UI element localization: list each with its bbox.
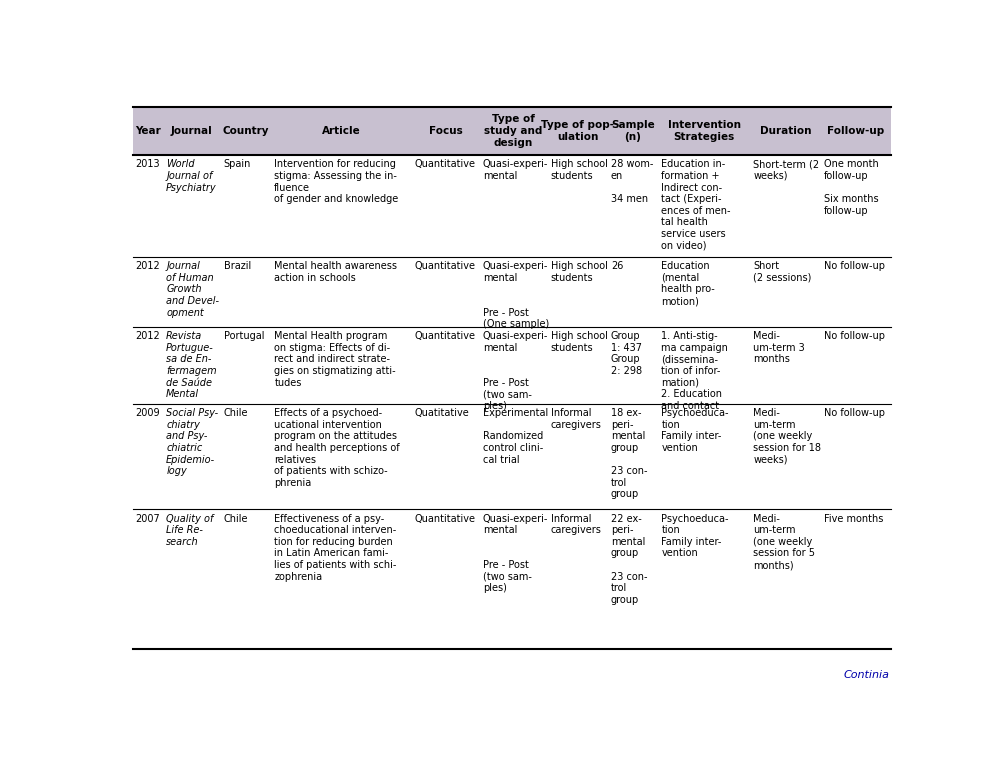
Text: Follow-up: Follow-up — [827, 126, 885, 136]
Text: 18 ex-
peri-
mental
group

23 con-
trol
group: 18 ex- peri- mental group 23 con- trol g… — [610, 408, 647, 499]
Text: Five months: Five months — [824, 514, 883, 524]
Text: 2012: 2012 — [136, 331, 160, 341]
Text: Quantitative: Quantitative — [415, 514, 476, 524]
Text: 2007: 2007 — [136, 514, 160, 524]
Text: Psychoeduca-
tion
Family inter-
vention: Psychoeduca- tion Family inter- vention — [661, 514, 729, 558]
Text: Year: Year — [135, 126, 161, 136]
Text: Country: Country — [223, 126, 270, 136]
Text: Quatitative: Quatitative — [415, 408, 470, 418]
Text: Quantitative: Quantitative — [415, 261, 476, 271]
Text: Education
(mental
health pro-
motion): Education (mental health pro- motion) — [661, 261, 715, 306]
Text: One month
follow-up

Six months
follow-up: One month follow-up Six months follow-up — [824, 159, 879, 216]
Text: 2012: 2012 — [136, 261, 160, 271]
Text: Medi-
um-term
(one weekly
session for 5
months): Medi- um-term (one weekly session for 5 … — [753, 514, 815, 570]
Text: Short
(2 sessions): Short (2 sessions) — [753, 261, 812, 283]
Text: 2009: 2009 — [136, 408, 160, 418]
Text: Continia: Continia — [844, 670, 890, 680]
Text: 22 ex-
peri-
mental
group

23 con-
trol
group: 22 ex- peri- mental group 23 con- trol g… — [610, 514, 647, 605]
Text: No follow-up: No follow-up — [824, 261, 885, 271]
Text: Experimental

Randomized
control clini-
cal trial: Experimental Randomized control clini- c… — [483, 408, 547, 464]
Text: Group
1: 437
Group
2: 298: Group 1: 437 Group 2: 298 — [610, 331, 642, 376]
Text: Informal
caregivers: Informal caregivers — [550, 514, 601, 535]
Text: Social Psy-
chiatry
and Psy-
chiatric
Epidemio-
logy: Social Psy- chiatry and Psy- chiatric Ep… — [166, 408, 219, 476]
Text: World
Journal of
Psychiatry: World Journal of Psychiatry — [166, 159, 217, 192]
Text: Quasi-experi-
mental


Pre - Post
(two sam-
ples): Quasi-experi- mental Pre - Post (two sam… — [483, 331, 548, 411]
Text: Type of
study and
design: Type of study and design — [485, 114, 542, 148]
Text: Effectiveness of a psy-
choeducational interven-
tion for reducing burden
in Lat: Effectiveness of a psy- choeducational i… — [275, 514, 397, 581]
Text: Type of pop-
ulation: Type of pop- ulation — [541, 120, 614, 142]
Text: No follow-up: No follow-up — [824, 331, 885, 341]
Text: Short-term (2
weeks): Short-term (2 weeks) — [753, 159, 819, 181]
Text: Duration: Duration — [760, 126, 811, 136]
Text: Intervention for reducing
stigma: Assessing the in-
fluence
of gender and knowle: Intervention for reducing stigma: Assess… — [275, 159, 399, 205]
Text: Quasi-experi-
mental


Pre - Post
(two sam-
ples): Quasi-experi- mental Pre - Post (two sam… — [483, 514, 548, 593]
Text: Journal: Journal — [171, 126, 213, 136]
Text: Medi-
um-term 3
months: Medi- um-term 3 months — [753, 331, 805, 365]
Text: High school
students: High school students — [550, 261, 607, 283]
Text: 26: 26 — [610, 261, 623, 271]
Text: Effects of a psychoed-
ucational intervention
program on the attitudes
and healt: Effects of a psychoed- ucational interve… — [275, 408, 400, 488]
Text: Brazil: Brazil — [224, 261, 251, 271]
Text: Mental health awareness
action in schools: Mental health awareness action in school… — [275, 261, 398, 283]
Text: Education in-
formation +
Indirect con-
tact (Experi-
ences of men-
tal health
s: Education in- formation + Indirect con- … — [661, 159, 731, 250]
Text: Spain: Spain — [224, 159, 251, 169]
Text: Journal
of Human
Growth
and Devel-
opment: Journal of Human Growth and Devel- opmen… — [166, 261, 219, 318]
Text: Chile: Chile — [224, 408, 249, 418]
Text: High school
students: High school students — [550, 159, 607, 181]
Text: Quantitative: Quantitative — [415, 159, 476, 169]
Text: Medi-
um-term
(one weekly
session for 18
weeks): Medi- um-term (one weekly session for 18… — [753, 408, 821, 464]
Text: Quasi-experi-
mental


Pre - Post
(One sample): Quasi-experi- mental Pre - Post (One sam… — [483, 261, 548, 329]
Text: Quality of
Life Re-
search: Quality of Life Re- search — [166, 514, 214, 547]
Text: Article: Article — [322, 126, 361, 136]
Text: Quantitative: Quantitative — [415, 331, 476, 341]
Text: Quasi-experi-
mental: Quasi-experi- mental — [483, 159, 548, 181]
Text: Portugal: Portugal — [224, 331, 265, 341]
Text: High school
students: High school students — [550, 331, 607, 353]
Text: 1. Anti-stig-
ma campaign
(dissemina-
tion of infor-
mation)
2. Education
and co: 1. Anti-stig- ma campaign (dissemina- ti… — [661, 331, 728, 411]
Text: Chile: Chile — [224, 514, 249, 524]
Text: Focus: Focus — [429, 126, 463, 136]
Text: Informal
caregivers: Informal caregivers — [550, 408, 601, 430]
Text: 2013: 2013 — [136, 159, 160, 169]
Text: 28 wom-
en

34 men: 28 wom- en 34 men — [610, 159, 653, 205]
Text: Revista
Portugue-
sa de En-
fermagem
de Saúde
Mental: Revista Portugue- sa de En- fermagem de … — [166, 331, 217, 399]
Text: Sample
(n): Sample (n) — [611, 120, 654, 142]
Text: Intervention
Strategies: Intervention Strategies — [667, 120, 741, 142]
Text: Psychoeduca-
tion
Family inter-
vention: Psychoeduca- tion Family inter- vention — [661, 408, 729, 453]
Text: No follow-up: No follow-up — [824, 408, 885, 418]
FancyBboxPatch shape — [133, 106, 891, 155]
Text: Mental Health program
on stigma: Effects of di-
rect and indirect strate-
gies o: Mental Health program on stigma: Effects… — [275, 331, 396, 388]
